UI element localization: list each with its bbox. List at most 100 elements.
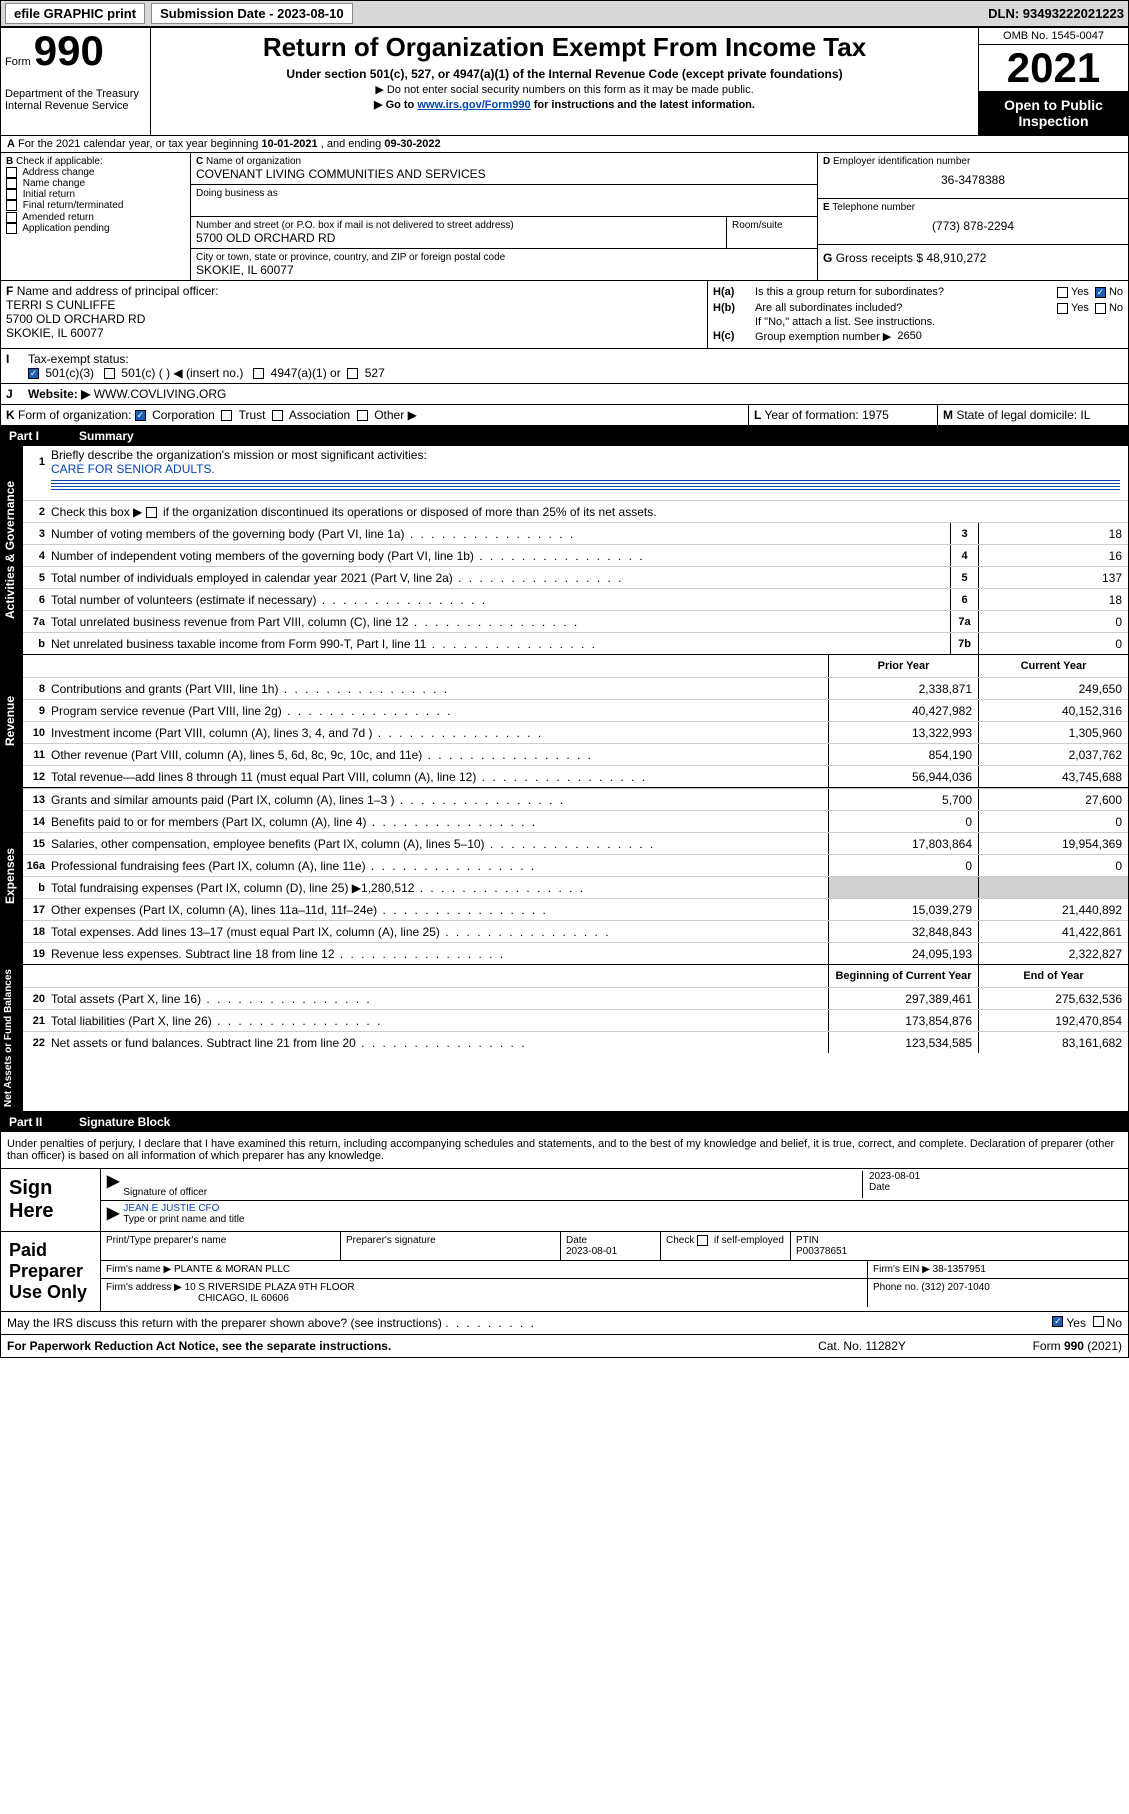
- colb-item: Amended return: [6, 212, 185, 223]
- officer-name-label: Type or print name and title: [123, 1214, 1122, 1225]
- officer-group-block: F Name and address of principal officer:…: [1, 281, 1128, 349]
- year-formation-label: Year of formation:: [764, 408, 858, 422]
- dln-text: DLN: 93493222021223: [988, 6, 1124, 21]
- activities-governance-section: Activities & Governance 1 Briefly descri…: [1, 446, 1128, 655]
- opt-501c3: 501(c)(3): [45, 366, 94, 380]
- colb-checkbox[interactable]: [6, 223, 17, 234]
- summary-line: 19Revenue less expenses. Subtract line 1…: [23, 942, 1128, 964]
- tax-status-row: I Tax-exempt status: 501(c)(3) 501(c) ( …: [1, 349, 1128, 384]
- irs-link[interactable]: www.irs.gov/Form990: [417, 99, 530, 111]
- summary-line: 5Total number of individuals employed in…: [23, 566, 1128, 588]
- ein-value: 36-3478388: [823, 173, 1123, 187]
- city-label: City or town, state or province, country…: [196, 252, 812, 263]
- col-b-label: Check if applicable:: [16, 156, 103, 167]
- arrow-icon: ▶: [107, 1203, 119, 1225]
- prep-date-label: Date: [566, 1235, 587, 1246]
- opt-527: 527: [365, 366, 385, 380]
- paperwork-notice: For Paperwork Reduction Act Notice, see …: [7, 1339, 762, 1353]
- hb-note: If "No," attach a list. See instructions…: [713, 316, 1123, 328]
- website-value: WWW.COVLIVING.ORG: [94, 387, 227, 401]
- trust-checkbox[interactable]: [221, 410, 232, 421]
- tax-year: 2021: [979, 45, 1128, 91]
- ha-yes-checkbox[interactable]: [1057, 287, 1068, 298]
- 501c-checkbox[interactable]: [104, 368, 115, 379]
- 527-checkbox[interactable]: [347, 368, 358, 379]
- org-address: 5700 OLD ORCHARD RD: [196, 231, 721, 245]
- summary-line: 14Benefits paid to or for members (Part …: [23, 810, 1128, 832]
- summary-line: 18Total expenses. Add lines 13–17 (must …: [23, 920, 1128, 942]
- part1-title: Summary: [79, 429, 134, 443]
- revenue-section: Revenue Prior Year Current Year 8Contrib…: [1, 655, 1128, 788]
- corp-checkbox[interactable]: [135, 410, 146, 421]
- 501c3-checkbox[interactable]: [28, 368, 39, 379]
- form-header: Form 990 Department of the Treasury Inte…: [1, 28, 1128, 136]
- summary-line: 15Salaries, other compensation, employee…: [23, 832, 1128, 854]
- officer-city: SKOKIE, IL 60077: [6, 326, 104, 340]
- paid-preparer-block: Paid Preparer Use Only Print/Type prepar…: [1, 1232, 1128, 1312]
- summary-line: 13Grants and similar amounts paid (Part …: [23, 788, 1128, 810]
- officer-name: TERRI S CUNLIFFE: [6, 298, 115, 312]
- submission-date-button[interactable]: Submission Date - 2023-08-10: [151, 3, 353, 24]
- mission-rule-2: [51, 483, 1120, 484]
- firm-phone-label: Phone no.: [873, 1282, 919, 1293]
- mission-rule-3: [51, 486, 1120, 487]
- row-l-prefix: L: [754, 408, 761, 422]
- colb-checkbox[interactable]: [6, 189, 17, 200]
- phone-label: Telephone number: [832, 202, 915, 213]
- year-formation-value: 1975: [862, 408, 889, 422]
- colb-checkbox[interactable]: [6, 178, 17, 189]
- website-row: J Website: ▶ WWW.COVLIVING.ORG: [1, 384, 1128, 405]
- opt-501c: 501(c) ( ) ◀ (insert no.): [121, 366, 243, 380]
- firm-addr-label: Firm's address ▶: [106, 1282, 182, 1293]
- dba-label: Doing business as: [196, 188, 812, 199]
- discuss-yes-label: Yes: [1066, 1316, 1086, 1330]
- hb-label: Are all subordinates included?: [755, 302, 1057, 314]
- ha-no-checkbox[interactable]: [1095, 287, 1106, 298]
- summary-line: 10Investment income (Part VIII, column (…: [23, 721, 1128, 743]
- goto-pre: ▶ Go to: [374, 99, 417, 111]
- summary-line: 17Other expenses (Part IX, column (A), l…: [23, 898, 1128, 920]
- org-name-label: Name of organization: [206, 156, 301, 167]
- colb-item: Final return/terminated: [6, 200, 185, 211]
- room-label: Room/suite: [732, 220, 812, 231]
- hc-label: Group exemption number ▶: [755, 330, 891, 343]
- ptin-value: P00378651: [796, 1246, 847, 1257]
- colb-checkbox[interactable]: [6, 167, 17, 178]
- sig-officer-label: Signature of officer: [123, 1187, 862, 1198]
- row-f-prefix: F: [6, 284, 13, 298]
- ha-no-label: No: [1109, 286, 1123, 298]
- assoc-checkbox[interactable]: [272, 410, 283, 421]
- form-subtitle: Under section 501(c), 527, or 4947(a)(1)…: [155, 67, 974, 81]
- summary-line: bNet unrelated business taxable income f…: [23, 632, 1128, 654]
- sign-here-label: Sign Here: [1, 1169, 101, 1231]
- ssn-note: ▶ Do not enter social security numbers o…: [155, 83, 974, 96]
- col-e-prefix: E: [823, 202, 830, 213]
- self-employed-checkbox[interactable]: [697, 1235, 708, 1246]
- tax-year-end: 09-30-2022: [384, 138, 440, 150]
- form-word: Form: [5, 56, 31, 68]
- domicile-value: IL: [1080, 408, 1090, 422]
- row-m-prefix: M: [943, 408, 953, 422]
- colb-checkbox[interactable]: [6, 212, 17, 223]
- efile-print-button[interactable]: efile GRAPHIC print: [5, 3, 145, 24]
- net-assets-section: Net Assets or Fund Balances Beginning of…: [1, 965, 1128, 1112]
- discuss-yes-checkbox[interactable]: [1052, 1316, 1063, 1327]
- colb-checkbox[interactable]: [6, 200, 17, 211]
- discuss-no-checkbox[interactable]: [1093, 1316, 1104, 1327]
- prep-print-label: Print/Type preparer's name: [101, 1232, 341, 1260]
- discontinued-checkbox[interactable]: [146, 507, 157, 518]
- hb-no-checkbox[interactable]: [1095, 303, 1106, 314]
- part2-num: Part II: [9, 1115, 79, 1129]
- summary-line: 6Total number of volunteers (estimate if…: [23, 588, 1128, 610]
- 4947-checkbox[interactable]: [253, 368, 264, 379]
- cat-no: Cat. No. 11282Y: [762, 1339, 962, 1353]
- discuss-label: May the IRS discuss this return with the…: [7, 1316, 442, 1330]
- form-org-label: Form of organization:: [18, 408, 131, 422]
- mission-rule-1: [51, 480, 1120, 481]
- penalty-statement: Under penalties of perjury, I declare th…: [1, 1132, 1128, 1169]
- form-990-wrapper: Form 990 Department of the Treasury Inte…: [0, 27, 1129, 1358]
- other-checkbox[interactable]: [357, 410, 368, 421]
- col-b-prefix: B: [6, 156, 13, 167]
- hb-yes-checkbox[interactable]: [1057, 303, 1068, 314]
- firm-name-label: Firm's name ▶: [106, 1264, 171, 1275]
